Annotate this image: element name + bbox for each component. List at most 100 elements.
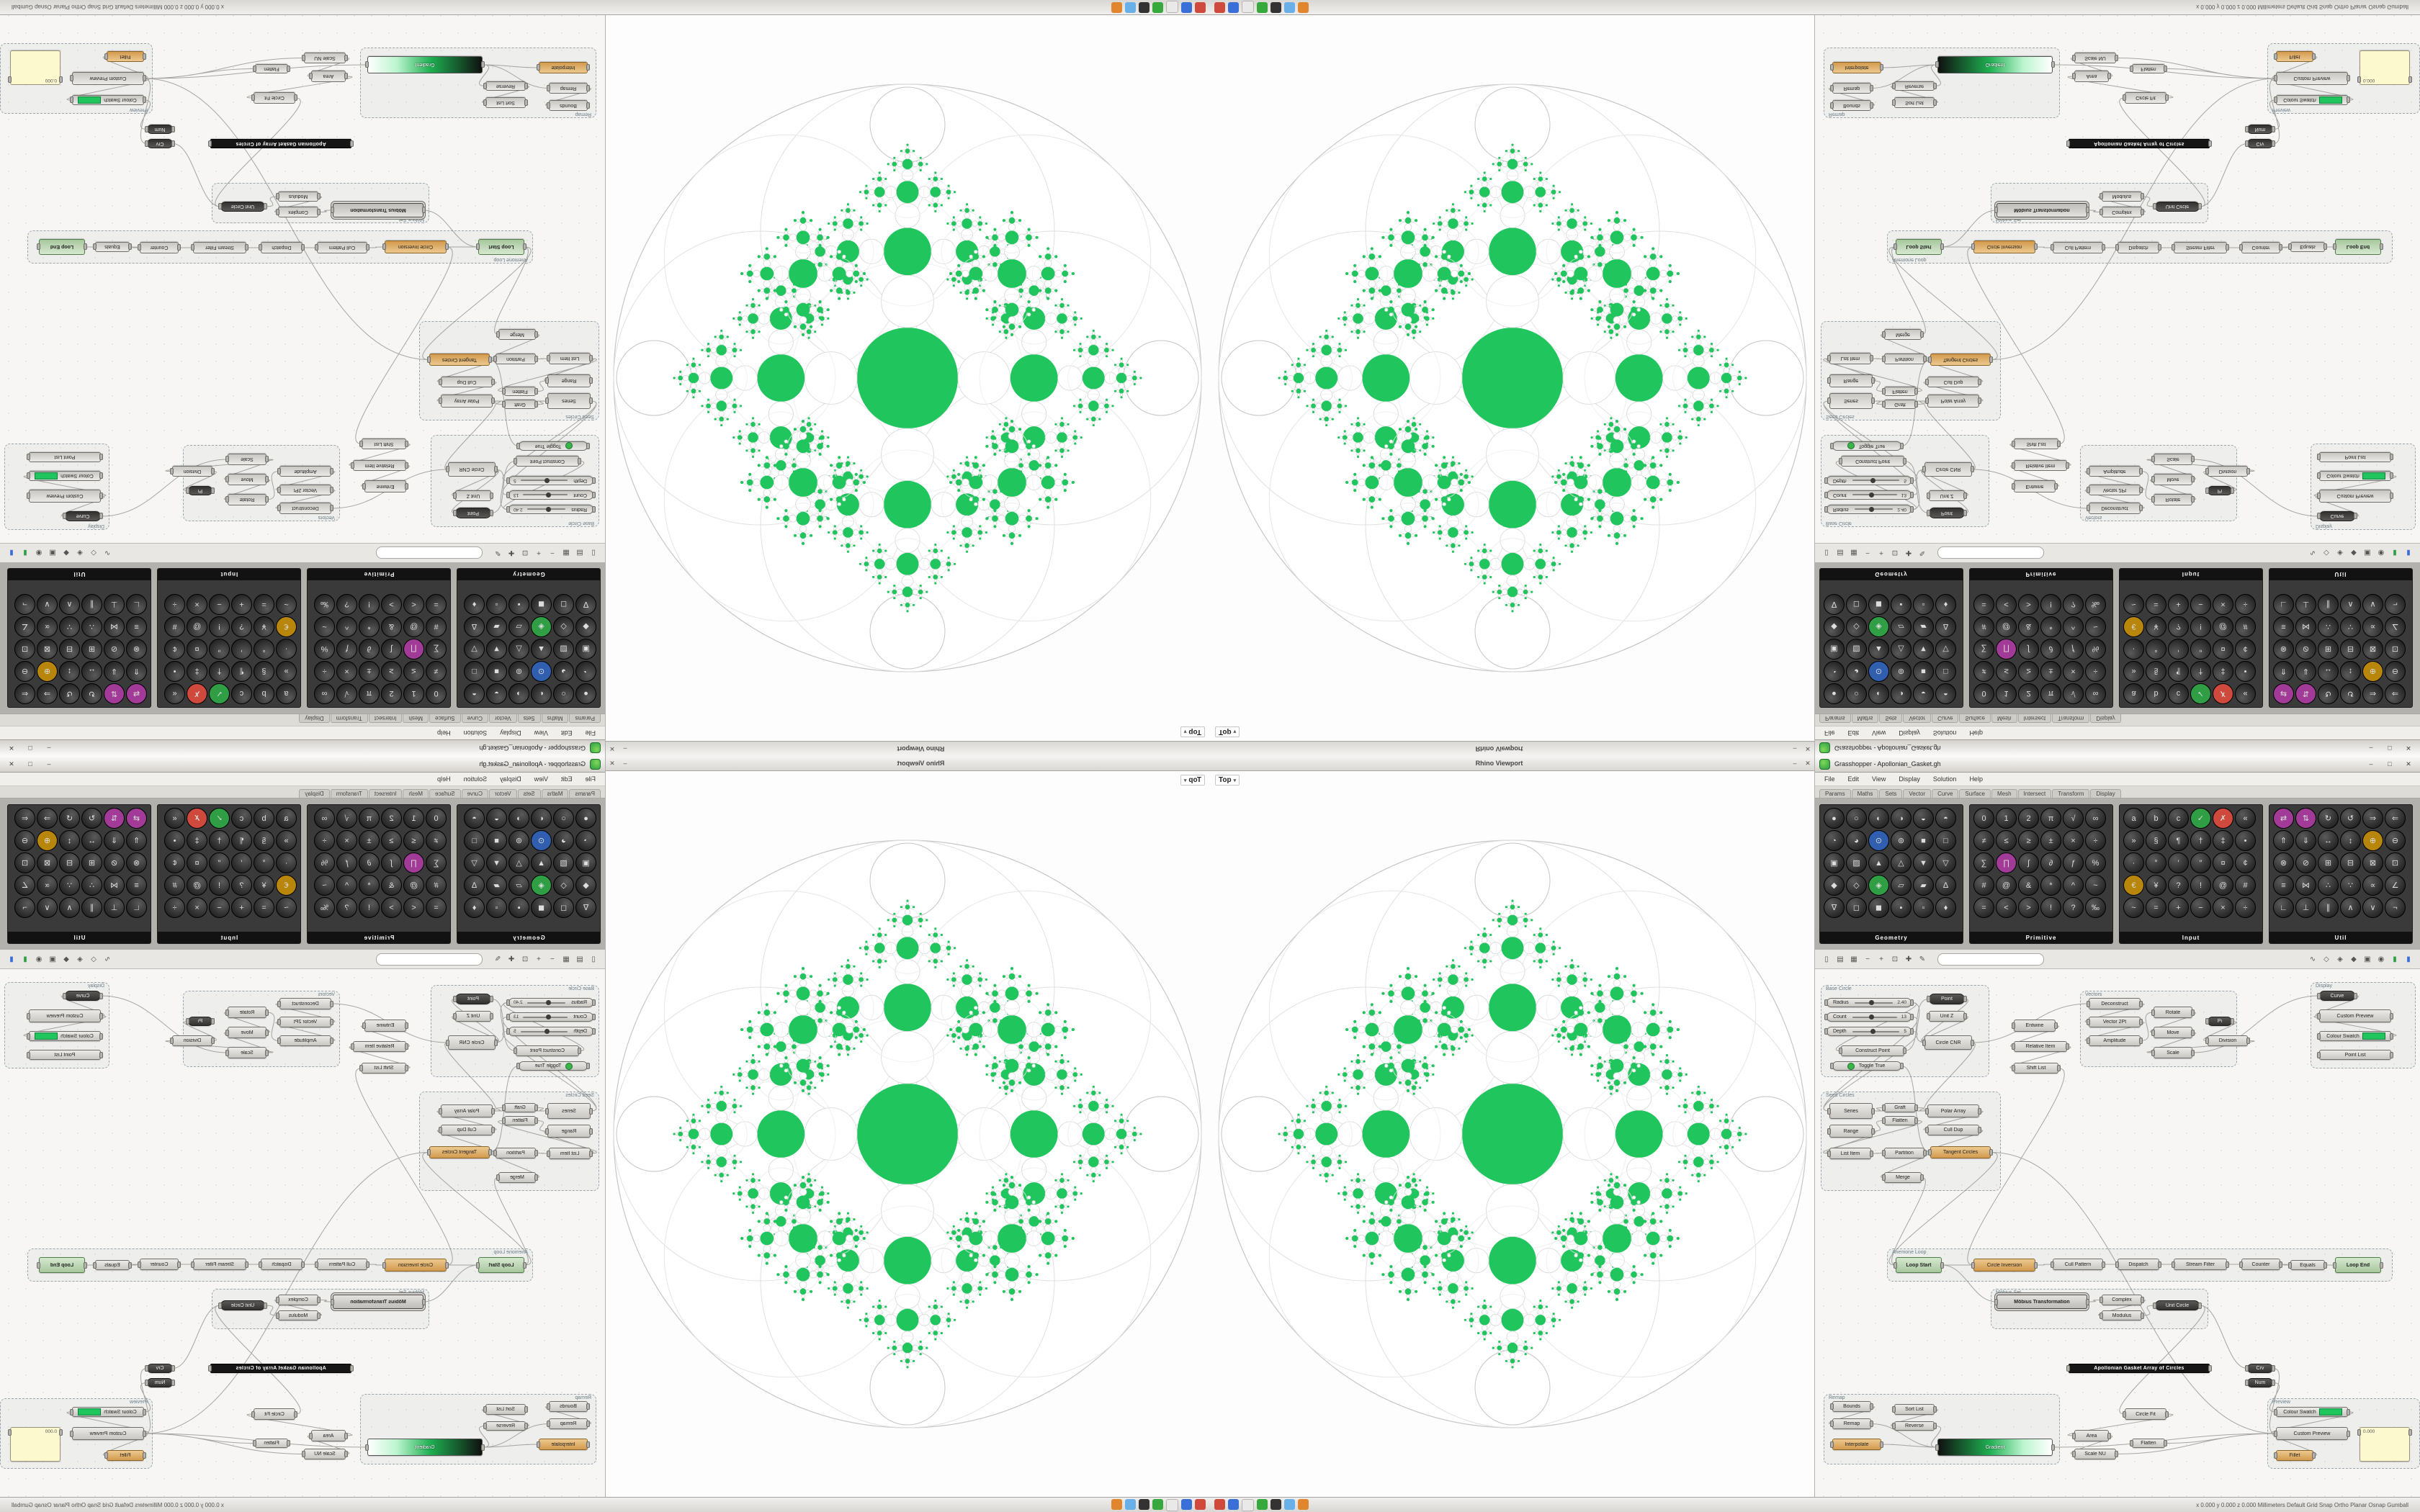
- rhino-viewport-canvas[interactable]: Top ▾: [1210, 15, 1814, 741]
- component-icon[interactable]: ✓: [209, 808, 230, 829]
- gh-node[interactable]: Fillet: [2274, 51, 2316, 62]
- category-tab[interactable]: Vector: [1903, 714, 1932, 723]
- component-icon[interactable]: ∞: [314, 683, 335, 704]
- component-icon[interactable]: ∠: [14, 616, 35, 637]
- component-icon[interactable]: *: [2040, 875, 2061, 896]
- gh-node[interactable]: Num: [2245, 1378, 2275, 1387]
- zoom-in-icon[interactable]: +: [537, 549, 541, 557]
- zoom-in-icon[interactable]: +: [537, 955, 541, 963]
- gh-node[interactable]: Count 13: [506, 490, 596, 500]
- gh-node[interactable]: Circle Inversion: [1971, 240, 2038, 253]
- component-icon[interactable]: ·: [276, 852, 297, 873]
- component-icon[interactable]: 0: [1973, 808, 1994, 829]
- gh-node[interactable]: Radius 2.40: [1824, 505, 1914, 514]
- gh-node[interactable]: Scale: [225, 1047, 269, 1058]
- menu-item[interactable]: Solution: [1932, 729, 1957, 737]
- component-icon[interactable]: b: [254, 683, 274, 704]
- gh-node[interactable]: Flatten: [2130, 64, 2167, 73]
- component-icon[interactable]: ▲: [1868, 639, 1889, 660]
- gh-node[interactable]: Tangent Circles: [1928, 1146, 1993, 1158]
- component-icon[interactable]: √: [336, 808, 357, 829]
- component-icon[interactable]: ∵: [2340, 616, 2361, 637]
- gh-node[interactable]: Scale: [2151, 1047, 2195, 1058]
- gh-node[interactable]: Polar Array: [439, 1104, 495, 1117]
- component-icon[interactable]: ◐: [1868, 808, 1889, 829]
- gh-node[interactable]: Area: [309, 1430, 348, 1441]
- menu-item[interactable]: Edit: [1847, 729, 1860, 737]
- viewport-label[interactable]: Top ▾: [1215, 726, 1240, 737]
- save-document-icon[interactable]: ▦: [1850, 549, 1857, 557]
- component-icon[interactable]: ∥: [2318, 594, 2339, 615]
- component-icon[interactable]: ∂: [2040, 639, 2061, 660]
- preview-wireframe-icon[interactable]: ◈: [2337, 549, 2343, 557]
- menu-item[interactable]: Edit: [560, 775, 573, 783]
- component-icon[interactable]: ⇄: [2273, 683, 2294, 704]
- component-icon[interactable]: !: [359, 594, 380, 615]
- gh-node[interactable]: Equals: [2288, 1260, 2327, 1270]
- component-icon[interactable]: ⊠: [37, 639, 58, 660]
- component-icon[interactable]: b: [2146, 683, 2166, 704]
- component-icon[interactable]: °: [2146, 639, 2166, 660]
- gh-node[interactable]: Num: [2245, 125, 2275, 134]
- gh-node[interactable]: Circle CNR: [1922, 1035, 1974, 1050]
- component-icon[interactable]: ∫: [381, 639, 402, 660]
- gh-node[interactable]: Modulus: [2099, 192, 2144, 202]
- component-icon[interactable]: ▪: [508, 897, 529, 918]
- component-icon[interactable]: ±: [359, 830, 380, 851]
- component-icon[interactable]: ⇄: [126, 683, 147, 704]
- component-icon[interactable]: #: [1973, 616, 1994, 637]
- gh-node[interactable]: Loop Start: [1894, 239, 1944, 255]
- gh-node[interactable]: Bounds: [1830, 100, 1873, 111]
- category-tab[interactable]: Intersect: [368, 714, 403, 723]
- gh-node[interactable]: Shift List: [359, 438, 408, 449]
- component-icon[interactable]: ∠: [2385, 875, 2406, 896]
- gh-node[interactable]: Circle Fit: [251, 1408, 297, 1420]
- component-icon[interactable]: −: [2190, 594, 2211, 615]
- component-icon[interactable]: ≡: [2273, 616, 2294, 637]
- component-icon[interactable]: °: [254, 639, 274, 660]
- category-tab[interactable]: Intersect: [368, 789, 403, 798]
- gh-node[interactable]: Amplitude: [277, 1035, 333, 1046]
- component-icon[interactable]: ¬: [14, 897, 35, 918]
- component-icon[interactable]: ∧: [2340, 594, 2361, 615]
- component-icon[interactable]: §: [254, 830, 274, 851]
- preview-off-icon[interactable]: ◇: [2323, 549, 2329, 557]
- category-tab[interactable]: Curve: [461, 714, 488, 723]
- gh-node[interactable]: Colour Swatch: [2317, 471, 2393, 481]
- menu-item[interactable]: Solution: [463, 775, 488, 783]
- menu-item[interactable]: Solution: [1932, 775, 1957, 783]
- component-icon[interactable]: ⇐: [2385, 683, 2406, 704]
- component-icon[interactable]: ∂: [359, 852, 380, 873]
- gh-node[interactable]: Möbius Transformation: [331, 1295, 426, 1309]
- component-icon[interactable]: ⊗: [2273, 852, 2294, 873]
- component-icon[interactable]: √: [2063, 683, 2084, 704]
- component-icon[interactable]: ○: [1846, 683, 1867, 704]
- component-icon[interactable]: ¢: [2235, 852, 2256, 873]
- gh-node[interactable]: Count 13: [506, 1012, 596, 1022]
- maximize-button[interactable]: □: [28, 760, 32, 768]
- gh-node[interactable]: Flatten: [2130, 1439, 2167, 1448]
- component-icon[interactable]: ✓: [2190, 683, 2211, 704]
- gh-node[interactable]: Stream Filter: [191, 242, 248, 253]
- component-icon[interactable]: ×: [2213, 897, 2233, 918]
- taskbar-app-orange-icon[interactable]: [1298, 1499, 1309, 1510]
- gh-node[interactable]: Modulus: [276, 192, 321, 202]
- gh-node[interactable]: Circle Fit: [2123, 92, 2169, 104]
- gh-node[interactable]: Equals: [2288, 242, 2327, 252]
- component-icon[interactable]: ◑: [1891, 808, 1912, 829]
- gh-node[interactable]: Deconstruct: [277, 998, 333, 1009]
- gh-node[interactable]: Area: [2072, 71, 2111, 82]
- component-icon[interactable]: ♦: [464, 897, 485, 918]
- component-icon[interactable]: ◔: [1824, 830, 1845, 851]
- component-icon[interactable]: #: [426, 616, 447, 637]
- gh-node[interactable]: Circle CNR: [1922, 462, 1974, 477]
- component-icon[interactable]: ↺: [2340, 808, 2361, 829]
- component-icon[interactable]: ○: [553, 683, 574, 704]
- component-icon[interactable]: ⇑: [126, 661, 147, 682]
- component-icon[interactable]: ▨: [553, 639, 574, 660]
- gh-node[interactable]: Remap: [1830, 83, 1873, 94]
- zoom-extents-icon[interactable]: ⊡: [521, 549, 529, 557]
- component-icon[interactable]: ⊚: [1891, 830, 1912, 851]
- gh-node[interactable]: Construct Point: [514, 1045, 581, 1056]
- camera-icon[interactable]: ▣: [49, 549, 56, 557]
